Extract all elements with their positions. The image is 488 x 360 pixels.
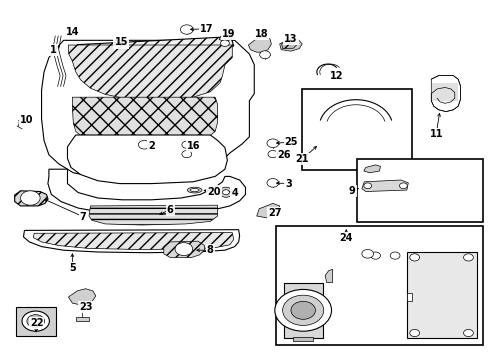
Text: 19: 19: [222, 29, 235, 39]
Circle shape: [20, 191, 40, 205]
Polygon shape: [363, 165, 380, 173]
Circle shape: [22, 311, 49, 331]
Circle shape: [266, 179, 278, 187]
Polygon shape: [281, 40, 298, 49]
Ellipse shape: [187, 187, 202, 193]
Polygon shape: [41, 40, 254, 178]
Text: 10: 10: [20, 114, 34, 125]
Text: 22: 22: [30, 318, 43, 328]
Circle shape: [389, 252, 399, 259]
Circle shape: [180, 25, 193, 34]
Bar: [302, 89, 411, 170]
Circle shape: [222, 190, 229, 195]
Polygon shape: [361, 180, 407, 192]
Circle shape: [182, 150, 191, 158]
Text: 18: 18: [254, 29, 268, 39]
Text: 8: 8: [206, 245, 213, 255]
Polygon shape: [33, 233, 233, 249]
Circle shape: [274, 289, 331, 331]
Circle shape: [219, 187, 232, 197]
Polygon shape: [406, 293, 411, 301]
Text: 12: 12: [329, 71, 343, 81]
Polygon shape: [89, 205, 217, 225]
Polygon shape: [279, 39, 302, 51]
Text: 25: 25: [284, 137, 298, 147]
Polygon shape: [163, 241, 204, 257]
Text: 7: 7: [80, 212, 86, 222]
Ellipse shape: [190, 189, 199, 192]
Polygon shape: [293, 337, 312, 341]
Polygon shape: [23, 230, 239, 253]
Polygon shape: [67, 135, 227, 184]
Text: 21: 21: [295, 154, 308, 164]
Text: 23: 23: [79, 302, 92, 312]
Circle shape: [463, 254, 472, 261]
Polygon shape: [283, 283, 322, 338]
Text: 5: 5: [69, 263, 76, 273]
Circle shape: [220, 40, 229, 46]
Circle shape: [267, 150, 277, 158]
Polygon shape: [219, 34, 232, 41]
Circle shape: [266, 139, 278, 148]
Circle shape: [409, 329, 419, 337]
Polygon shape: [325, 269, 332, 283]
Text: 11: 11: [428, 129, 442, 139]
Circle shape: [282, 295, 323, 325]
Text: 16: 16: [186, 141, 200, 151]
Circle shape: [182, 141, 191, 148]
Bar: [356, 159, 482, 222]
Bar: [276, 226, 482, 345]
Circle shape: [259, 51, 270, 59]
Circle shape: [27, 315, 44, 328]
Polygon shape: [72, 97, 217, 148]
Text: 24: 24: [339, 233, 352, 243]
Circle shape: [463, 329, 472, 337]
Circle shape: [138, 140, 150, 149]
Polygon shape: [16, 307, 56, 336]
Text: 6: 6: [166, 204, 173, 215]
Polygon shape: [248, 37, 271, 52]
Text: 9: 9: [348, 186, 355, 196]
Circle shape: [399, 183, 407, 189]
Polygon shape: [48, 169, 245, 214]
Text: 15: 15: [114, 37, 128, 48]
Circle shape: [290, 301, 315, 319]
Polygon shape: [77, 37, 233, 55]
Polygon shape: [76, 317, 89, 321]
Text: 3: 3: [285, 179, 291, 189]
Polygon shape: [256, 203, 279, 218]
Circle shape: [175, 243, 192, 256]
Polygon shape: [68, 289, 96, 305]
Text: 14: 14: [65, 27, 79, 37]
Circle shape: [370, 252, 380, 259]
Text: 27: 27: [267, 208, 281, 218]
Text: 17: 17: [199, 24, 213, 34]
Text: 4: 4: [231, 188, 238, 198]
Circle shape: [363, 183, 371, 189]
Polygon shape: [406, 252, 476, 338]
Text: 1: 1: [50, 45, 57, 55]
Polygon shape: [15, 191, 48, 206]
Text: 2: 2: [148, 141, 155, 151]
Polygon shape: [431, 83, 457, 101]
Circle shape: [361, 249, 373, 258]
Text: 26: 26: [276, 150, 290, 160]
Circle shape: [409, 254, 419, 261]
Text: 13: 13: [284, 33, 297, 44]
Text: 20: 20: [207, 186, 221, 197]
Polygon shape: [68, 45, 232, 99]
